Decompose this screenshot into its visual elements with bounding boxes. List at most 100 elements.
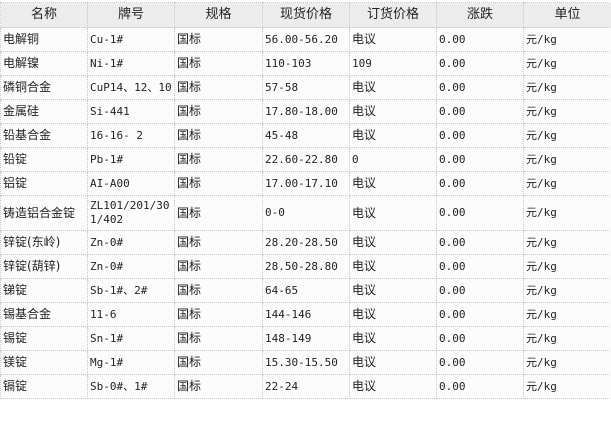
cell-change: 0.00 (437, 231, 524, 255)
cell-order-price: 电议 (350, 28, 437, 52)
cell-change: 0.00 (437, 327, 524, 351)
header-unit: 单位 (524, 3, 611, 28)
cell-grade: Si-441 (88, 100, 175, 124)
cell-unit: 元/kg (524, 375, 611, 399)
cell-standard: 国标 (175, 124, 263, 148)
cell-spot-price: 144-146 (263, 303, 350, 327)
cell-name: 金属硅 (1, 100, 88, 124)
cell-spot-price: 28.50-28.80 (263, 255, 350, 279)
cell-name: 锌锭(葫锌) (1, 255, 88, 279)
cell-unit: 元/kg (524, 172, 611, 196)
cell-name: 铝锭 (1, 172, 88, 196)
cell-grade: Cu-1# (88, 28, 175, 52)
cell-grade: Mg-1# (88, 351, 175, 375)
cell-change: 0.00 (437, 196, 524, 231)
cell-order-price: 电议 (350, 172, 437, 196)
cell-order-price: 电议 (350, 279, 437, 303)
cell-unit: 元/kg (524, 148, 611, 172)
cell-spot-price: 17.00-17.10 (263, 172, 350, 196)
cell-standard: 国标 (175, 279, 263, 303)
cell-standard: 国标 (175, 231, 263, 255)
cell-grade: 16-16- 2 (88, 124, 175, 148)
cell-spot-price: 45-48 (263, 124, 350, 148)
cell-order-price: 电议 (350, 231, 437, 255)
cell-order-price: 电议 (350, 124, 437, 148)
cell-order-price: 109 (350, 52, 437, 76)
cell-order-price: 0 (350, 148, 437, 172)
cell-order-price: 电议 (350, 76, 437, 100)
cell-change: 0.00 (437, 351, 524, 375)
header-grade: 牌号 (88, 3, 175, 28)
cell-change: 0.00 (437, 303, 524, 327)
cell-unit: 元/kg (524, 196, 611, 231)
cell-change: 0.00 (437, 52, 524, 76)
cell-spot-price: 17.80-18.00 (263, 100, 350, 124)
cell-name: 电解铜 (1, 28, 88, 52)
cell-spot-price: 64-65 (263, 279, 350, 303)
cell-order-price: 电议 (350, 303, 437, 327)
cell-unit: 元/kg (524, 327, 611, 351)
cell-name: 锡基合金 (1, 303, 88, 327)
cell-unit: 元/kg (524, 124, 611, 148)
cell-unit: 元/kg (524, 255, 611, 279)
cell-standard: 国标 (175, 28, 263, 52)
cell-name: 镉锭 (1, 375, 88, 399)
header-standard: 规格 (175, 3, 263, 28)
cell-name: 锑锭 (1, 279, 88, 303)
cell-change: 0.00 (437, 28, 524, 52)
cell-name: 锌锭(东岭) (1, 231, 88, 255)
cell-grade: Sb-0#、1# (88, 375, 175, 399)
cell-grade: ZL101/201/301/402 (88, 196, 175, 231)
header-order-price: 订货价格 (350, 3, 437, 28)
cell-name: 锡锭 (1, 327, 88, 351)
cell-standard: 国标 (175, 375, 263, 399)
cell-spot-price: 0-0 (263, 196, 350, 231)
cell-grade: Pb-1# (88, 148, 175, 172)
cell-unit: 元/kg (524, 100, 611, 124)
cell-grade: 11-6 (88, 303, 175, 327)
cell-unit: 元/kg (524, 231, 611, 255)
cell-change: 0.00 (437, 172, 524, 196)
cell-name: 铅锭 (1, 148, 88, 172)
cell-standard: 国标 (175, 148, 263, 172)
cell-order-price: 电议 (350, 327, 437, 351)
cell-grade: Sb-1#、2# (88, 279, 175, 303)
cell-spot-price: 56.00-56.20 (263, 28, 350, 52)
cell-grade: Zn-0# (88, 231, 175, 255)
cell-unit: 元/kg (524, 351, 611, 375)
table-header: 名称牌号规格现货价格订货价格涨跌单位 (1, 3, 611, 28)
cell-change: 0.00 (437, 279, 524, 303)
cell-grade: CuP14、12、10 (88, 76, 175, 100)
cell-grade: Sn-1# (88, 327, 175, 351)
cell-spot-price: 110-103 (263, 52, 350, 76)
cell-name: 磷铜合金 (1, 76, 88, 100)
header-change: 涨跌 (437, 3, 524, 28)
cell-name: 铸造铝合金锭 (1, 196, 88, 231)
cell-grade: Ni-1# (88, 52, 175, 76)
cell-change: 0.00 (437, 255, 524, 279)
cell-standard: 国标 (175, 327, 263, 351)
cell-spot-price: 22-24 (263, 375, 350, 399)
cell-order-price: 电议 (350, 351, 437, 375)
cell-unit: 元/kg (524, 28, 611, 52)
cell-grade: AI-A00 (88, 172, 175, 196)
cell-standard: 国标 (175, 196, 263, 231)
cell-spot-price: 57-58 (263, 76, 350, 100)
cell-name: 镁锭 (1, 351, 88, 375)
cell-change: 0.00 (437, 124, 524, 148)
cell-standard: 国标 (175, 172, 263, 196)
cell-unit: 元/kg (524, 76, 611, 100)
cell-name: 电解镍 (1, 52, 88, 76)
cell-spot-price: 148-149 (263, 327, 350, 351)
cell-standard: 国标 (175, 255, 263, 279)
